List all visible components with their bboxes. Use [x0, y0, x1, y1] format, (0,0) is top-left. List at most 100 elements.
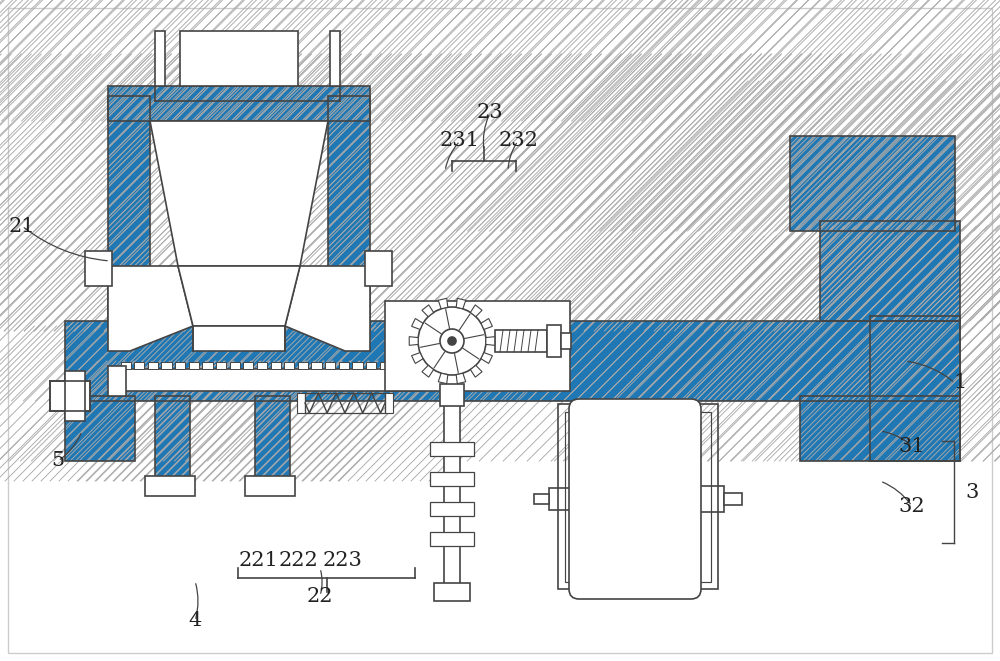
Text: 5: 5 — [51, 451, 65, 471]
Bar — [50, 381, 90, 411]
Bar — [148, 362, 158, 369]
Bar — [407, 362, 417, 369]
Bar — [108, 96, 150, 331]
Bar — [180, 31, 298, 86]
Polygon shape — [108, 266, 193, 351]
Bar — [339, 362, 349, 369]
Bar — [330, 31, 340, 86]
Bar — [257, 362, 267, 369]
Bar — [65, 396, 135, 461]
Polygon shape — [438, 373, 448, 383]
Polygon shape — [422, 305, 434, 317]
Bar — [297, 393, 305, 413]
Bar — [547, 325, 561, 357]
Bar — [696, 486, 724, 512]
Polygon shape — [108, 266, 193, 351]
Bar — [85, 251, 112, 286]
Circle shape — [418, 307, 486, 375]
Bar — [270, 362, 281, 369]
Text: 4: 4 — [188, 611, 202, 631]
Text: 1: 1 — [953, 373, 967, 393]
Text: 231: 231 — [440, 132, 480, 151]
Bar — [430, 472, 474, 486]
Bar — [243, 362, 253, 369]
Bar — [134, 362, 144, 369]
Bar — [311, 362, 322, 369]
Bar — [385, 393, 393, 413]
Bar — [305, 393, 385, 413]
Bar — [558, 404, 718, 589]
Bar — [870, 316, 960, 461]
Polygon shape — [285, 266, 370, 351]
Bar — [328, 96, 370, 331]
Bar — [108, 86, 370, 121]
Bar — [800, 396, 960, 461]
Bar — [65, 396, 135, 461]
Bar — [108, 366, 126, 396]
Bar — [328, 96, 370, 331]
Bar — [495, 330, 547, 352]
FancyBboxPatch shape — [569, 399, 701, 599]
Text: 222: 222 — [278, 551, 318, 570]
Polygon shape — [412, 352, 423, 364]
Text: 232: 232 — [498, 132, 538, 151]
Polygon shape — [409, 336, 418, 345]
Bar — [245, 476, 295, 496]
Bar — [434, 583, 470, 601]
Polygon shape — [412, 319, 423, 329]
Bar — [230, 362, 240, 369]
Polygon shape — [285, 266, 370, 351]
Bar — [430, 442, 474, 456]
Polygon shape — [422, 366, 434, 377]
Bar — [161, 362, 172, 369]
Bar — [325, 362, 335, 369]
Polygon shape — [456, 298, 466, 309]
Text: 221: 221 — [238, 551, 278, 570]
Bar — [534, 494, 549, 504]
Bar — [120, 362, 131, 369]
Bar — [155, 31, 165, 86]
Bar — [202, 362, 213, 369]
Bar — [561, 333, 571, 349]
Polygon shape — [178, 266, 300, 326]
Bar — [155, 396, 190, 481]
Text: 3: 3 — [965, 483, 979, 502]
Bar — [216, 362, 226, 369]
Polygon shape — [470, 305, 482, 317]
Polygon shape — [438, 298, 448, 309]
Bar — [800, 396, 960, 461]
Bar — [255, 396, 290, 481]
Bar — [549, 488, 574, 510]
Text: 31: 31 — [899, 436, 925, 455]
Bar — [444, 401, 460, 586]
Bar — [65, 321, 960, 401]
Bar — [565, 412, 711, 582]
Polygon shape — [481, 352, 492, 364]
Circle shape — [448, 337, 456, 345]
Text: 223: 223 — [322, 551, 362, 570]
Bar — [120, 369, 420, 391]
Text: 22: 22 — [307, 586, 333, 605]
Polygon shape — [470, 366, 482, 377]
Bar — [385, 301, 570, 391]
Bar — [440, 384, 464, 406]
Bar — [155, 396, 190, 481]
Bar — [820, 221, 960, 321]
Bar — [352, 362, 363, 369]
Bar — [108, 86, 370, 121]
Bar — [145, 476, 195, 496]
Bar — [724, 493, 742, 505]
Bar — [175, 362, 185, 369]
Polygon shape — [486, 336, 495, 345]
Bar — [366, 362, 376, 369]
Bar — [790, 136, 955, 231]
Bar — [430, 532, 474, 546]
Bar — [298, 362, 308, 369]
Bar — [430, 502, 474, 516]
Bar — [870, 316, 960, 461]
Polygon shape — [456, 373, 466, 383]
Bar — [380, 362, 390, 369]
Bar — [189, 362, 199, 369]
Bar — [65, 371, 85, 421]
Polygon shape — [150, 121, 328, 266]
